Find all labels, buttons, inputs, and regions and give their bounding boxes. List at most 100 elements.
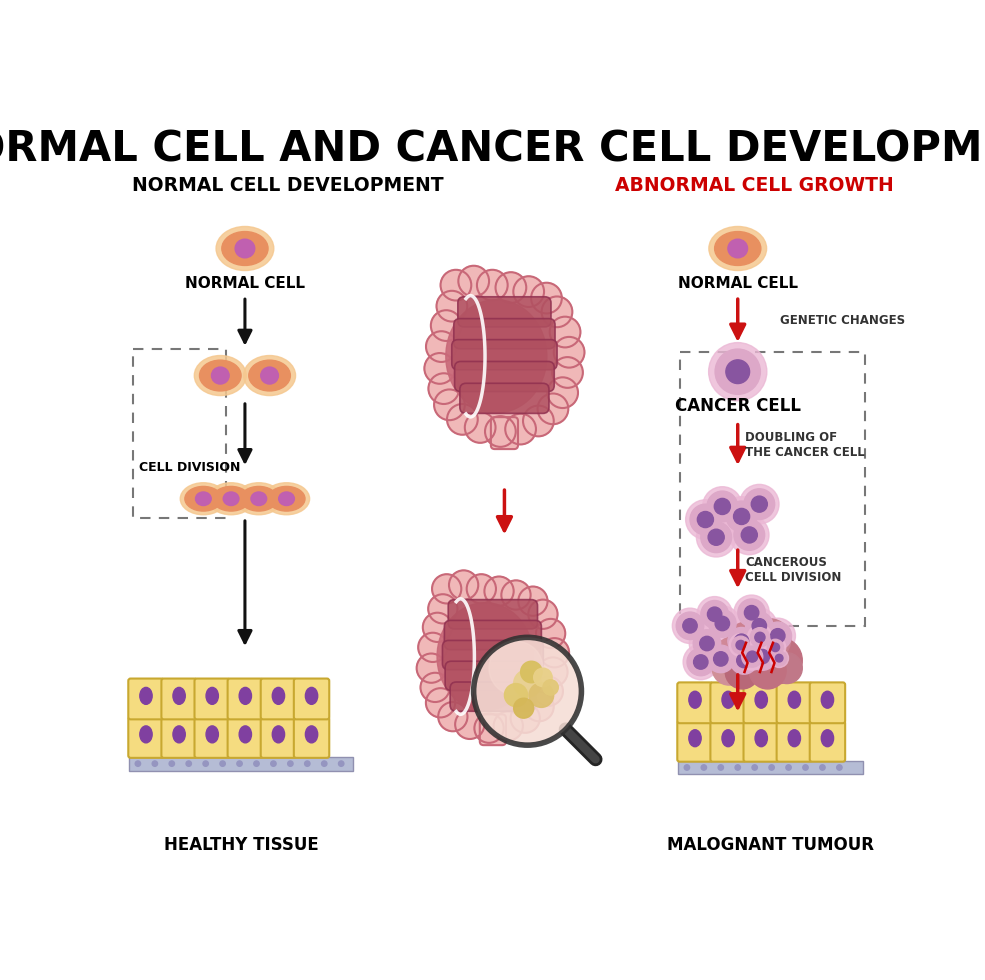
FancyBboxPatch shape xyxy=(444,620,542,650)
FancyBboxPatch shape xyxy=(162,678,197,719)
Circle shape xyxy=(505,414,536,444)
FancyBboxPatch shape xyxy=(445,662,541,691)
Circle shape xyxy=(760,618,796,654)
Ellipse shape xyxy=(305,687,318,705)
Circle shape xyxy=(186,760,191,766)
Text: CANCEROUS
CELL DIVISION: CANCEROUS CELL DIVISION xyxy=(746,556,842,583)
FancyBboxPatch shape xyxy=(128,717,164,758)
FancyBboxPatch shape xyxy=(261,678,296,719)
Circle shape xyxy=(458,266,490,297)
Ellipse shape xyxy=(689,691,701,709)
FancyBboxPatch shape xyxy=(194,717,230,758)
Circle shape xyxy=(432,574,461,604)
Ellipse shape xyxy=(689,730,701,747)
FancyBboxPatch shape xyxy=(294,717,329,758)
Ellipse shape xyxy=(235,239,255,258)
Circle shape xyxy=(203,760,209,766)
Circle shape xyxy=(728,622,766,661)
Ellipse shape xyxy=(755,691,767,709)
Circle shape xyxy=(426,688,455,717)
Ellipse shape xyxy=(263,483,309,514)
Circle shape xyxy=(734,519,764,551)
Ellipse shape xyxy=(709,226,766,270)
Circle shape xyxy=(504,684,528,707)
Circle shape xyxy=(742,527,757,543)
Circle shape xyxy=(419,633,447,662)
Circle shape xyxy=(417,654,446,683)
Circle shape xyxy=(339,760,344,766)
Circle shape xyxy=(739,643,765,670)
FancyBboxPatch shape xyxy=(162,717,197,758)
Ellipse shape xyxy=(821,691,833,709)
Circle shape xyxy=(708,610,736,637)
Circle shape xyxy=(169,760,174,766)
Circle shape xyxy=(755,632,765,643)
Ellipse shape xyxy=(173,687,185,705)
Circle shape xyxy=(702,487,742,526)
FancyBboxPatch shape xyxy=(458,297,551,327)
Text: HEALTHY TISSUE: HEALTHY TISSUE xyxy=(164,836,318,855)
Ellipse shape xyxy=(755,730,767,747)
Circle shape xyxy=(510,704,540,733)
Ellipse shape xyxy=(272,687,285,705)
Circle shape xyxy=(684,644,718,680)
Ellipse shape xyxy=(140,687,152,705)
Circle shape xyxy=(697,597,732,632)
Circle shape xyxy=(434,389,465,420)
Circle shape xyxy=(436,291,467,321)
Circle shape xyxy=(742,609,777,644)
Circle shape xyxy=(707,645,735,672)
Ellipse shape xyxy=(728,239,748,258)
Circle shape xyxy=(465,412,495,443)
Circle shape xyxy=(699,636,714,651)
Circle shape xyxy=(550,317,580,347)
FancyBboxPatch shape xyxy=(460,383,549,414)
Bar xyxy=(680,353,865,626)
Circle shape xyxy=(135,760,141,766)
FancyBboxPatch shape xyxy=(228,717,263,758)
Bar xyxy=(129,757,353,770)
FancyBboxPatch shape xyxy=(261,717,296,758)
Ellipse shape xyxy=(249,360,291,391)
Circle shape xyxy=(539,658,567,687)
Circle shape xyxy=(288,760,294,766)
Ellipse shape xyxy=(437,603,533,710)
Circle shape xyxy=(764,622,792,650)
FancyBboxPatch shape xyxy=(128,678,164,719)
Ellipse shape xyxy=(200,360,241,391)
Circle shape xyxy=(770,628,785,643)
Circle shape xyxy=(708,529,724,545)
Circle shape xyxy=(703,641,739,676)
Ellipse shape xyxy=(216,226,274,270)
Circle shape xyxy=(771,653,802,684)
Circle shape xyxy=(713,652,728,666)
FancyBboxPatch shape xyxy=(810,721,845,761)
Circle shape xyxy=(513,669,542,698)
Circle shape xyxy=(693,655,708,669)
Ellipse shape xyxy=(722,691,734,709)
Circle shape xyxy=(756,637,802,684)
Circle shape xyxy=(690,626,725,662)
Circle shape xyxy=(749,643,776,670)
Circle shape xyxy=(152,760,158,766)
Circle shape xyxy=(534,668,553,687)
Circle shape xyxy=(765,637,786,658)
Circle shape xyxy=(543,680,558,695)
Circle shape xyxy=(523,406,554,436)
Circle shape xyxy=(745,606,758,620)
Circle shape xyxy=(493,711,523,741)
Circle shape xyxy=(423,612,452,642)
Text: MALOGNANT TUMOUR: MALOGNANT TUMOUR xyxy=(668,836,875,855)
Ellipse shape xyxy=(272,726,285,743)
Ellipse shape xyxy=(173,726,185,743)
FancyBboxPatch shape xyxy=(744,682,779,723)
FancyBboxPatch shape xyxy=(776,721,812,761)
Ellipse shape xyxy=(821,730,833,747)
Circle shape xyxy=(734,595,769,630)
Text: NORMAL CELL AND CANCER CELL DEVELOPMENT: NORMAL CELL AND CANCER CELL DEVELOPMENT xyxy=(0,129,985,171)
Text: DOUBLING OF
THE CANCER CELL: DOUBLING OF THE CANCER CELL xyxy=(746,431,865,459)
Circle shape xyxy=(730,647,757,674)
Circle shape xyxy=(707,607,722,621)
Circle shape xyxy=(236,760,242,766)
Ellipse shape xyxy=(208,483,254,514)
